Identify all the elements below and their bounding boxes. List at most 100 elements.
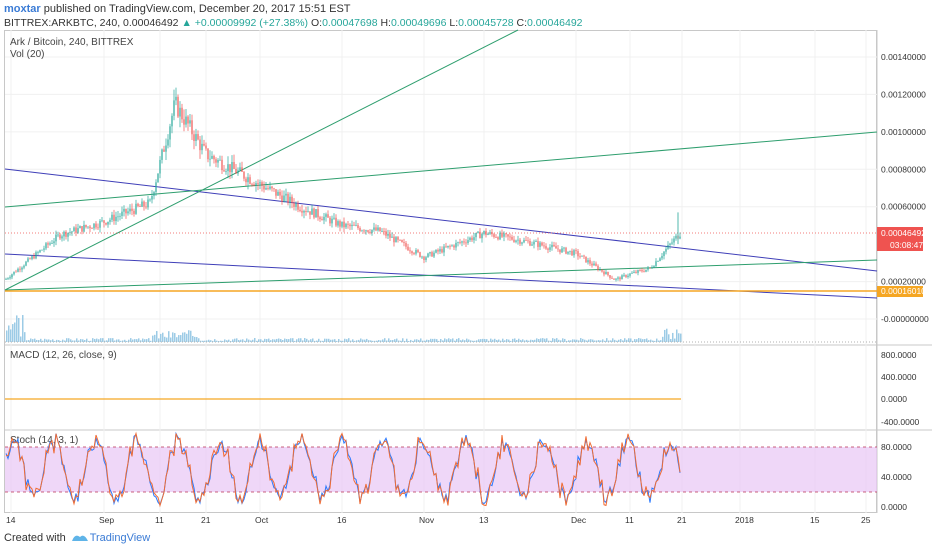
candle-body — [283, 195, 285, 202]
volume-bar — [472, 340, 474, 342]
volume-bar — [84, 340, 86, 342]
candle-body — [115, 216, 117, 222]
candle-body — [29, 258, 31, 260]
price-axis[interactable]: 0.00140000 0.00120000 0.00100000 0.00080000… — [881, 52, 929, 324]
main-pane-title: Ark / Bitcoin, 240, BITTREX — [10, 37, 134, 48]
volume-bar — [56, 339, 58, 342]
volume-bar — [636, 339, 638, 342]
candle-body — [525, 239, 527, 241]
volume-bar — [504, 340, 506, 342]
volume-bar — [560, 340, 562, 342]
time-axis[interactable]: 14 Sep 11 21 Oct 16 Nov 13 Dec 11 21 2018 15 25 — [6, 515, 871, 525]
volume-bar — [264, 338, 266, 342]
candle-body — [369, 231, 371, 233]
volume-bar — [494, 338, 496, 342]
steep-ascending-trendline[interactable] — [4, 29, 519, 291]
volume-bar — [112, 338, 114, 342]
volume-bar — [24, 332, 26, 342]
candle-body — [321, 219, 323, 221]
volume-bar — [310, 339, 312, 342]
volume-bar — [314, 340, 316, 342]
volume-bar — [366, 338, 368, 342]
candle-body — [655, 261, 657, 267]
volume-bar — [296, 339, 298, 342]
candle-body — [43, 248, 45, 250]
candle-body — [201, 143, 203, 151]
symbol-info: BITTREX:ARKBTC, 240, 0.00046492 ▲ +0.000… — [4, 17, 583, 29]
candle-body — [617, 277, 619, 279]
volume-bar — [250, 340, 252, 342]
volume-bar — [656, 338, 658, 342]
lower-ascending-trendline[interactable] — [4, 259, 878, 291]
volume-bar — [368, 340, 370, 342]
volume-bar — [338, 339, 340, 342]
candle-body — [413, 253, 415, 254]
volume-bar — [498, 339, 500, 342]
volume-bar — [76, 338, 78, 342]
created-with-text: Created with — [4, 532, 66, 544]
horizontal-grid — [5, 56, 877, 320]
volume-bar — [400, 340, 402, 342]
volume-bar — [428, 339, 430, 342]
candle-body — [31, 256, 33, 260]
volume-bar — [386, 340, 388, 342]
volume-bar — [570, 340, 572, 342]
candle-body — [215, 159, 217, 163]
candle-body — [41, 249, 43, 251]
upper-ascending-trendline[interactable] — [4, 131, 878, 208]
volume-bar — [632, 340, 634, 342]
volume-bar — [254, 338, 256, 342]
candle-body — [417, 250, 419, 253]
candle-body — [337, 221, 339, 226]
volume-bar — [26, 340, 28, 342]
candle-body — [183, 119, 185, 125]
volume-bar — [78, 340, 80, 342]
volume-bar — [170, 337, 172, 342]
volume-bar — [532, 339, 534, 342]
candle-body — [281, 195, 283, 202]
candle-body — [255, 183, 257, 186]
volume-bar — [204, 340, 206, 342]
time-tick-label: 15 — [810, 515, 820, 525]
candle-body — [573, 250, 575, 256]
volume-bar — [190, 330, 192, 342]
candle-body — [25, 261, 27, 266]
volume-bar — [28, 340, 30, 342]
candle-body — [603, 271, 605, 275]
volume-bar — [196, 337, 198, 342]
candle-body — [461, 241, 463, 243]
volume-bar — [422, 340, 424, 342]
candle-body — [427, 253, 429, 258]
open-label: O: — [310, 17, 323, 29]
tradingview-brand-link[interactable]: TradingView — [89, 532, 151, 544]
trendlines[interactable] — [4, 29, 878, 299]
volume-bar — [44, 338, 46, 342]
volume-bar — [490, 338, 492, 342]
macd-tick-label: 0.0000 — [881, 394, 907, 404]
candle-body — [639, 270, 641, 271]
author-link[interactable]: moxtar — [4, 3, 41, 15]
volume-bar — [122, 340, 124, 342]
candle-body — [403, 242, 405, 244]
candle-body — [139, 206, 141, 207]
volume-bar — [576, 339, 578, 342]
candle-body — [175, 96, 177, 101]
macd-tick-label: 400.0000 — [881, 372, 917, 382]
stoch-band — [5, 447, 877, 492]
candle-body — [559, 249, 561, 253]
volume-bar — [332, 339, 334, 342]
volume-bar — [646, 338, 648, 342]
candle-body — [87, 226, 89, 228]
candle-body — [381, 231, 383, 232]
candle-body — [521, 242, 523, 244]
volume-bar — [340, 340, 342, 342]
candle-body — [453, 245, 455, 248]
upper-descending-trendline[interactable] — [4, 168, 878, 272]
volume-bar — [420, 338, 422, 342]
volume-bar — [222, 340, 224, 342]
volume-bar — [528, 340, 530, 342]
candle-body — [221, 159, 223, 171]
candle-body — [609, 275, 611, 278]
volume-bar — [594, 340, 596, 342]
